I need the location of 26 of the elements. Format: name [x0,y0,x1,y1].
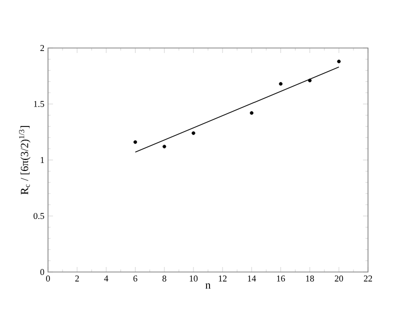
y-tick-label: 1.5 [34,100,44,108]
point [162,144,166,148]
x-tick-label: 0 [46,276,50,282]
y-tick-label: 0.5 [34,212,44,220]
point [308,78,312,82]
x-tick-label: 16 [277,276,285,282]
x-tick-label: 12 [218,276,227,282]
y-axis-title: R$_{c}$ / [6π(3/2)$^{1/3}$] [19,126,30,195]
y-tick-label: 2 [40,45,44,51]
x-tick-label: 22 [364,276,372,282]
point [192,131,196,135]
point [278,82,283,86]
x-tick-label: 10 [190,276,198,282]
x-tick-label: 6 [133,276,138,282]
x-axis-title: n [206,283,211,289]
x-tick-label: 20 [334,276,344,282]
x-tick-label: 4 [104,276,108,282]
point [337,60,341,64]
x-tick-label: 18 [306,276,314,282]
x-tick-label: 2 [75,276,79,282]
y-tick-label: 0 [40,268,44,276]
point [250,111,254,115]
x-tick-label: 14 [248,276,256,282]
point [133,140,138,144]
y-tick-label: 1 [40,157,44,163]
x-tick-label: 8 [162,276,166,282]
